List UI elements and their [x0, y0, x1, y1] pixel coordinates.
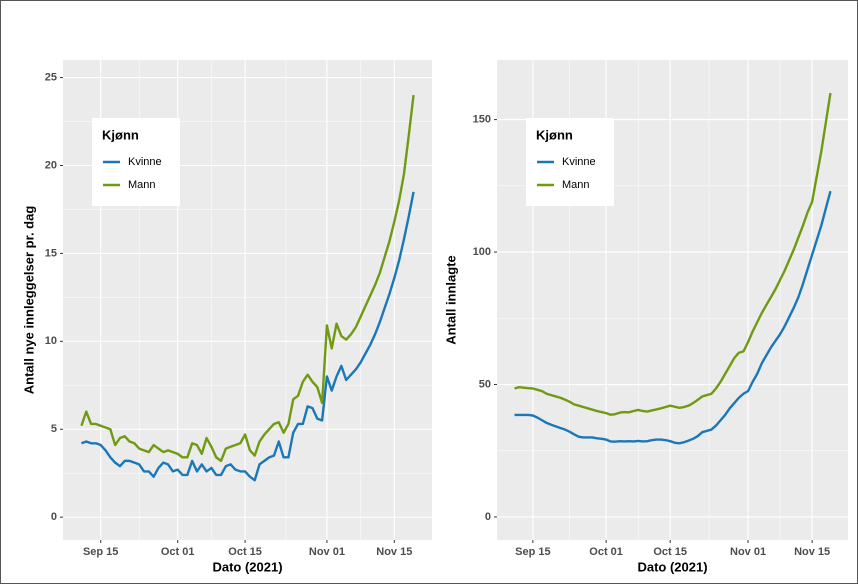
x-tick-label: Sep 15: [83, 546, 118, 558]
legend-title: Kjønn: [102, 127, 139, 142]
y-tick-label: 0: [51, 511, 57, 523]
x-axis-title: Dato (2021): [212, 559, 282, 574]
legend-title: Kjønn: [536, 127, 573, 142]
x-tick-label: Nov 15: [376, 546, 412, 558]
x-tick-label: Oct 01: [161, 546, 195, 558]
y-tick-label: 25: [45, 71, 57, 83]
y-tick-label: 15: [45, 247, 57, 259]
legend-label: Mann: [562, 179, 590, 191]
x-axis-title: Dato (2021): [637, 559, 707, 574]
y-tick-label: 150: [473, 114, 491, 126]
y-axis-title: Antall innlagte: [443, 255, 458, 345]
y-tick-label: 50: [479, 378, 491, 390]
x-tick-label: Oct 15: [228, 546, 262, 558]
y-tick-label: 20: [45, 159, 57, 171]
legend-label: Kvinne: [128, 156, 162, 168]
x-tick-label: Nov 15: [794, 546, 830, 558]
x-tick-label: Nov 01: [730, 546, 766, 558]
y-tick-label: 0: [485, 511, 491, 523]
y-axis-title: Antall nye innleggelser pr. dag: [21, 206, 36, 395]
series-line: [514, 92, 832, 416]
legend-label: Kvinne: [562, 156, 596, 168]
series-line: [80, 95, 415, 463]
y-tick-label: 100: [473, 246, 491, 258]
y-tick-label: 10: [45, 335, 57, 347]
series-line: [514, 190, 832, 445]
x-tick-label: Oct 01: [589, 546, 623, 558]
legend-label: Mann: [128, 179, 156, 191]
y-tick-label: 5: [51, 423, 57, 435]
x-tick-label: Nov 01: [309, 546, 345, 558]
x-tick-label: Sep 15: [515, 546, 550, 558]
x-tick-label: Oct 15: [653, 546, 687, 558]
series-line: [81, 191, 415, 482]
